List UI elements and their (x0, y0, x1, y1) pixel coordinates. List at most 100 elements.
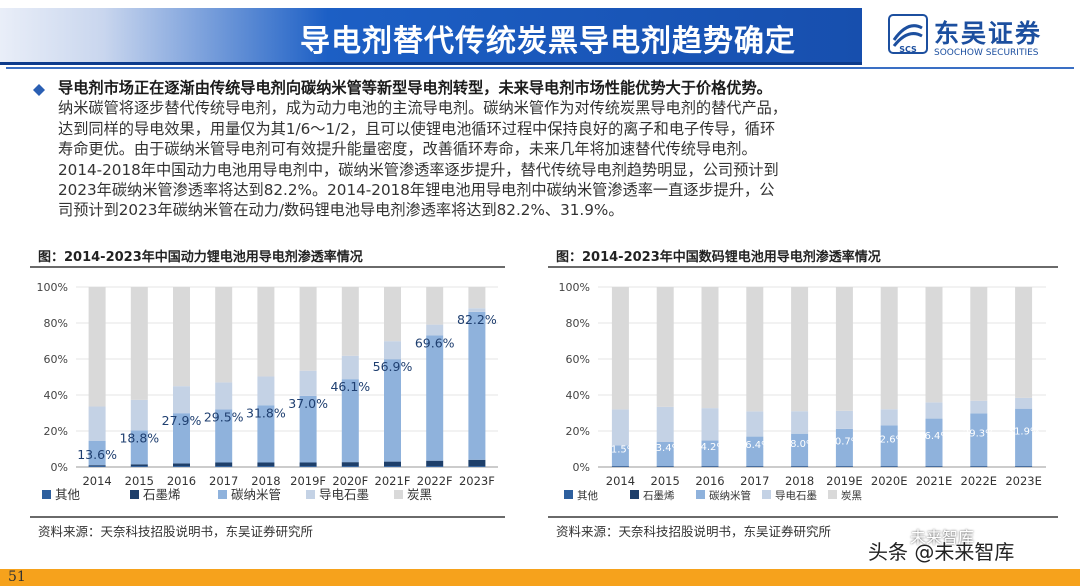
y-tick-label: 0% (51, 461, 68, 474)
bar-segment (925, 418, 943, 467)
bar-segment (215, 409, 233, 463)
data-label: 18.8% (119, 430, 159, 445)
data-label: 56.9% (373, 359, 413, 374)
data-label: 14.2% (694, 442, 726, 453)
bar-segment (656, 287, 674, 407)
y-tick-label: 100% (559, 281, 590, 294)
bar-segment (173, 466, 190, 467)
panel-bottom-rule (548, 516, 1058, 518)
legend-label: 石墨烯 (643, 489, 675, 502)
header-divider (6, 67, 1074, 69)
y-tick-label: 60% (44, 353, 68, 366)
bar-segment (835, 428, 853, 467)
bar-segment (88, 287, 106, 407)
bar-segment (384, 466, 401, 467)
bar-segment (835, 410, 853, 429)
bar-segment (1015, 408, 1033, 467)
bar-segment (88, 465, 106, 467)
bar-segment (880, 409, 898, 426)
bar-segment (468, 308, 486, 312)
legend-label: 其他 (577, 489, 598, 502)
chart-title: 图：2014-2023年中国数码锂电池用导电剂渗透率情况 (556, 250, 881, 265)
x-tick-label: 2023F (459, 474, 495, 488)
x-tick-label: 2020E (871, 474, 908, 488)
bar-segment (746, 287, 764, 412)
bar-segment (130, 287, 148, 400)
legend-swatch (394, 490, 403, 499)
bar-segment (88, 440, 106, 466)
bar-segment (173, 287, 190, 387)
bar-segment (257, 466, 275, 467)
bar-segment (384, 359, 401, 462)
data-label: 26.4% (918, 431, 950, 442)
bar-segment (791, 287, 809, 412)
legend-swatch (828, 490, 837, 499)
bar-segment (215, 382, 233, 410)
company-logo: SCS 东吴证券 SOOCHOW SECURITIES (888, 14, 1078, 60)
x-tick-label: 2021F (375, 474, 411, 488)
bar-segment (835, 466, 853, 467)
x-tick-label: 2015 (651, 474, 680, 488)
bar-segment (925, 402, 943, 419)
data-label: 18.0% (784, 439, 816, 450)
paragraph-line: 达到同样的导电效果，用量仅为其1/6～1/2，且可以使锂电池循环过程中保持良好的… (58, 119, 776, 138)
bar-segment (970, 413, 988, 467)
data-label: 82.2% (457, 312, 497, 327)
bar-segment (611, 445, 629, 467)
bar-segment (746, 436, 764, 467)
bar-segment (341, 287, 359, 356)
bar-segment (925, 287, 943, 403)
bar-segment (468, 311, 486, 460)
bar-segment (173, 386, 190, 414)
bar-segment (611, 287, 629, 410)
paragraph-line: 纳米碳管将逐步替代传统导电剂，成为动力电池的主流导电剂。碳纳米管作为对传统炭黑导… (58, 99, 787, 118)
bar-segment (701, 408, 719, 441)
data-label: 13.6% (77, 447, 117, 462)
footer-bar (0, 569, 1080, 586)
x-tick-label: 2023E (1005, 474, 1042, 488)
x-tick-label: 2016 (695, 474, 724, 488)
bar-segment (299, 462, 317, 467)
data-label: 29.3% (963, 429, 995, 440)
bar-segment (611, 466, 629, 467)
bar-segment (880, 466, 898, 467)
bar-segment (791, 411, 809, 434)
bar-segment (701, 287, 719, 409)
panel-bottom-rule (30, 516, 505, 518)
bar-segment (215, 287, 233, 383)
bar-segment (970, 466, 988, 467)
bar-segment (257, 405, 275, 463)
x-tick-label: 2014 (82, 474, 111, 488)
bar-segment (299, 287, 317, 371)
x-tick-label: 2014 (606, 474, 635, 488)
legend-swatch (306, 490, 315, 499)
data-label: 37.0% (288, 396, 328, 411)
digital-battery-chart-panel: 图：2014-2023年中国数码锂电池用导电剂渗透率情况 0% 20% 40% 60%… (548, 243, 1058, 541)
bar-segment (656, 406, 674, 442)
logo-mark-icon: SCS (888, 14, 928, 54)
watermark-small: 未来智库 (910, 528, 975, 547)
bar-segment (299, 370, 317, 396)
title-bar: 导电剂替代传统炭黑导电剂趋势确定 (0, 8, 862, 65)
bar-segment (880, 287, 898, 410)
y-tick-label: 100% (37, 281, 68, 294)
bar-segment (384, 461, 401, 467)
x-tick-label: 2022F (417, 474, 453, 488)
x-tick-label: 2020F (332, 474, 368, 488)
legend-label: 其他 (55, 487, 81, 502)
page-number: 51 (8, 569, 26, 585)
x-tick-label: 2019F (290, 474, 326, 488)
bar-segment (468, 466, 486, 467)
bar-segment (1015, 397, 1033, 409)
bar-segment (701, 466, 719, 467)
bar-segment (925, 466, 943, 467)
paragraph-line: 2014-2018年中国动力电池用导电剂中，碳纳米管渗透率逐步提升，替代传统导电… (58, 160, 779, 179)
bar-segment (341, 466, 359, 467)
bar-segment (426, 466, 444, 467)
logo-en-text: SOOCHOW SECURITIES (934, 48, 1039, 58)
x-tick-label: 2015 (125, 474, 154, 488)
bar-segment (215, 466, 233, 467)
legend-swatch (630, 490, 639, 499)
y-tick-label: 60% (566, 353, 590, 366)
bar-segment (384, 341, 401, 360)
